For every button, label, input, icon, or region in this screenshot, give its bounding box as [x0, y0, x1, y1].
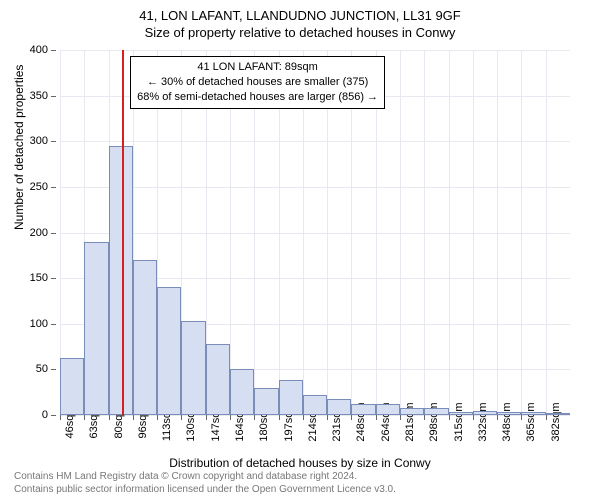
y-tick	[51, 415, 56, 416]
histogram-bar	[449, 412, 473, 415]
x-tick	[157, 415, 158, 420]
y-tick-label: 400	[30, 44, 48, 56]
x-tick-label: 348sqm	[501, 402, 513, 441]
grid-line-v	[449, 50, 450, 415]
x-tick	[84, 415, 85, 420]
histogram-bar	[84, 242, 108, 415]
annotation-box: 41 LON LAFANT: 89sqm← 30% of detached ho…	[130, 56, 385, 109]
x-tick	[473, 415, 474, 420]
y-tick	[51, 141, 56, 142]
histogram-bar	[497, 412, 521, 415]
y-tick	[51, 187, 56, 188]
x-tick	[424, 415, 425, 420]
annotation-line3: 68% of semi-detached houses are larger (…	[137, 90, 378, 105]
y-tick-label: 100	[30, 318, 48, 330]
histogram-bar	[400, 408, 424, 415]
x-tick	[279, 415, 280, 420]
histogram-bar	[206, 344, 230, 415]
grid-line-h	[60, 187, 570, 188]
histogram-bar	[133, 260, 157, 415]
x-tick	[303, 415, 304, 420]
footer-line1: Contains HM Land Registry data © Crown c…	[14, 471, 396, 484]
y-tick	[51, 324, 56, 325]
x-tick	[497, 415, 498, 420]
property-marker-line	[122, 50, 124, 415]
y-tick	[51, 50, 56, 51]
histogram-bar	[424, 408, 448, 415]
grid-line-v	[497, 50, 498, 415]
annotation-line2: ← 30% of detached houses are smaller (37…	[137, 75, 378, 90]
x-axis-title: Distribution of detached houses by size …	[0, 456, 600, 470]
x-tick	[254, 415, 255, 420]
grid-line-v	[473, 50, 474, 415]
grid-line-h	[60, 233, 570, 234]
histogram-bar	[279, 380, 303, 415]
x-tick	[546, 415, 547, 420]
y-tick-label: 50	[36, 363, 48, 375]
x-tick	[109, 415, 110, 420]
grid-line-v	[400, 50, 401, 415]
histogram-bar	[109, 146, 133, 415]
x-tick	[400, 415, 401, 420]
chart-title: 41, LON LAFANT, LLANDUDNO JUNCTION, LL31…	[0, 0, 600, 23]
histogram-bar	[230, 369, 254, 415]
histogram-bar	[60, 358, 84, 415]
x-tick	[60, 415, 61, 420]
x-tick	[181, 415, 182, 420]
x-tick	[351, 415, 352, 420]
y-tick-label: 0	[42, 409, 48, 421]
y-tick	[51, 278, 56, 279]
grid-line-h	[60, 50, 570, 51]
histogram-bar	[303, 395, 327, 415]
grid-line-v	[424, 50, 425, 415]
histogram-bar	[351, 404, 375, 415]
chart-container: 41, LON LAFANT, LLANDUDNO JUNCTION, LL31…	[0, 0, 600, 500]
histogram-bar	[254, 388, 278, 415]
histogram-bar	[546, 413, 570, 415]
x-tick-label: 382sqm	[550, 402, 562, 441]
x-tick	[230, 415, 231, 420]
y-tick	[51, 369, 56, 370]
x-tick	[521, 415, 522, 420]
footer-line2: Contains public sector information licen…	[14, 484, 396, 497]
x-tick	[206, 415, 207, 420]
x-tick	[327, 415, 328, 420]
chart-subtitle: Size of property relative to detached ho…	[0, 23, 600, 40]
annotation-line1: 41 LON LAFANT: 89sqm	[137, 60, 378, 75]
histogram-bar	[521, 412, 545, 415]
y-tick-label: 150	[30, 272, 48, 284]
y-tick-label: 300	[30, 135, 48, 147]
histogram-bar	[327, 399, 351, 415]
grid-line-v	[546, 50, 547, 415]
y-tick	[51, 96, 56, 97]
grid-line-h	[60, 141, 570, 142]
y-axis-title: Number of detached properties	[12, 65, 26, 230]
histogram-bar	[376, 404, 400, 415]
x-tick	[376, 415, 377, 420]
histogram-bar	[181, 321, 205, 415]
histogram-bar	[473, 411, 497, 415]
y-tick-label: 250	[30, 181, 48, 193]
x-tick-label: 365sqm	[525, 402, 537, 441]
y-tick-label: 200	[30, 227, 48, 239]
grid-line-v	[521, 50, 522, 415]
x-tick-label: 332sqm	[477, 402, 489, 441]
histogram-bar	[157, 287, 181, 415]
x-tick	[133, 415, 134, 420]
y-tick	[51, 233, 56, 234]
x-tick	[449, 415, 450, 420]
y-tick-label: 350	[30, 90, 48, 102]
footer-attribution: Contains HM Land Registry data © Crown c…	[14, 471, 396, 496]
x-tick-label: 315sqm	[453, 402, 465, 441]
plot-area: 05010015020025030035040046sqm63sqm80sqm9…	[60, 50, 570, 415]
